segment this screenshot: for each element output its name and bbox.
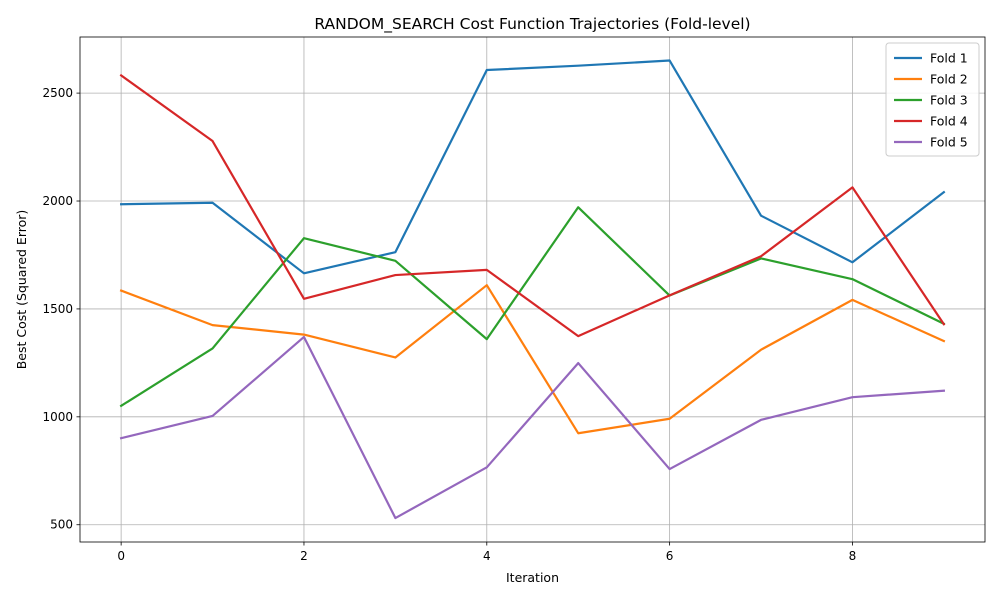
y-axis-label: Best Cost (Squared Error)	[14, 210, 29, 370]
grid-lines	[80, 37, 985, 542]
series-line-fold-3	[119, 206, 946, 408]
legend-box	[885, 42, 980, 157]
legend-label-fold-4: Fold 4	[930, 114, 968, 129]
series-line-fold-1	[120, 59, 946, 275]
plot-frame	[79, 36, 986, 543]
legend-label-fold-3: Fold 3	[930, 93, 968, 108]
legend-label-fold-5: Fold 5	[930, 135, 968, 150]
y-tick-label: 500	[50, 518, 73, 532]
y-tick-label: 2500	[42, 86, 73, 100]
y-tick-label: 1500	[42, 302, 73, 316]
series-line-fold-2	[119, 284, 946, 435]
x-tick-label: 2	[300, 549, 308, 563]
y-tick-label: 1000	[42, 410, 73, 424]
legend-label-fold-2: Fold 2	[930, 72, 968, 87]
x-tick-label: 4	[483, 549, 491, 563]
x-tick-label: 6	[666, 549, 674, 563]
legend: Fold 1 Fold 2 Fold 3 Fold 4 Fold 5	[885, 42, 980, 157]
series-line-fold-4	[119, 73, 946, 338]
series-line-fold-5	[119, 335, 946, 520]
series-lines	[119, 59, 946, 520]
axis-ticks: 0 2 4 6 8 500 1000 1500 2000 2500	[42, 86, 856, 563]
x-axis-label: Iteration	[506, 570, 559, 585]
y-tick-label: 2000	[42, 194, 73, 208]
legend-label-fold-1: Fold 1	[930, 51, 968, 66]
x-tick-label: 8	[849, 549, 857, 563]
chart-title: RANDOM_SEARCH Cost Function Trajectories…	[314, 15, 750, 34]
x-tick-label: 0	[117, 549, 125, 563]
